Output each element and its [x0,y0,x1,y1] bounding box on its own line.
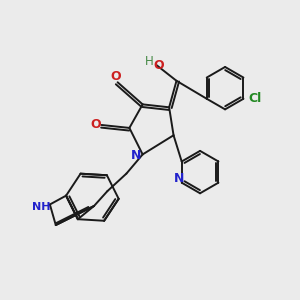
Text: N: N [174,172,184,185]
Text: N: N [131,148,141,161]
Text: O: O [111,70,122,83]
Text: O: O [153,59,164,72]
Text: NH: NH [32,202,51,212]
Text: Cl: Cl [249,92,262,105]
Text: H: H [145,55,154,68]
Text: O: O [91,118,101,131]
